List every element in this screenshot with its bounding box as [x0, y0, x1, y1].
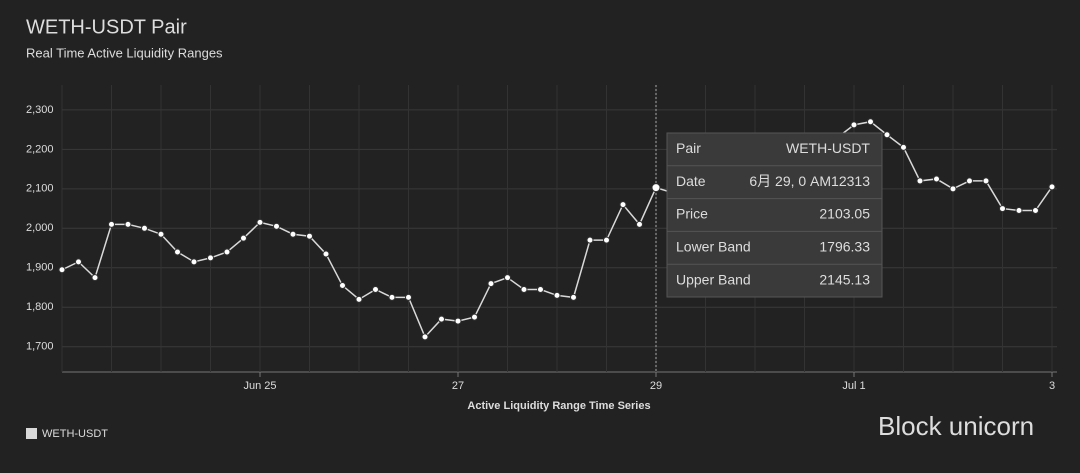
point — [966, 177, 973, 185]
point — [174, 248, 181, 256]
point — [999, 205, 1006, 213]
tooltip-value: WETH-USDT — [786, 140, 870, 156]
point — [405, 293, 412, 301]
point — [339, 282, 346, 290]
tooltip-key: Lower Band — [676, 239, 751, 255]
point — [883, 131, 891, 139]
legend-label: WETH-USDT — [42, 428, 108, 440]
point — [850, 121, 858, 129]
watermark: Block unicorn — [878, 411, 1034, 441]
chart-subtitle: Real Time Active Liquidity Ranges — [26, 45, 223, 60]
y-tick-label: 2,100 — [26, 183, 54, 195]
tooltip-value: 2145.13 — [819, 271, 870, 287]
point — [273, 222, 280, 230]
point — [421, 333, 429, 341]
point — [487, 280, 495, 288]
point — [190, 258, 198, 266]
point — [900, 143, 907, 151]
tooltip-value: 6月 29, 0 AM12313 — [749, 173, 870, 189]
point — [636, 220, 643, 228]
point — [603, 236, 610, 244]
tooltip-key: Price — [676, 206, 708, 222]
point — [108, 220, 115, 228]
point — [504, 274, 511, 282]
point — [306, 232, 313, 240]
chart-title: WETH-USDT Pair — [26, 16, 187, 38]
y-tick-label: 1,900 — [26, 262, 54, 274]
tooltip: Pair WETH-USDT Date 6月 29, 0 AM12313 Price 21… — [666, 132, 883, 298]
point — [553, 291, 561, 299]
x-tick-label: Jul 1 — [842, 380, 865, 392]
y-tick-label: 2,000 — [26, 222, 54, 234]
point — [619, 201, 627, 209]
x-tick-label: 3 — [1049, 380, 1055, 392]
point — [1015, 207, 1023, 215]
point — [537, 285, 544, 293]
point — [124, 220, 132, 228]
point — [867, 118, 874, 126]
y-tick-label: 1,700 — [26, 341, 54, 353]
point — [256, 218, 264, 226]
y-tick-label: 2,300 — [26, 104, 54, 116]
point — [58, 266, 66, 274]
y-tick-label: 2,200 — [26, 143, 54, 155]
point — [289, 230, 297, 238]
point — [933, 175, 940, 183]
point — [586, 236, 594, 244]
point — [1032, 207, 1039, 215]
point — [454, 317, 462, 325]
point — [75, 258, 82, 266]
point — [916, 177, 924, 185]
point — [355, 295, 363, 303]
point — [982, 177, 990, 185]
x-tick-label: 29 — [650, 380, 662, 392]
y-tick-label: 1,800 — [26, 301, 54, 313]
x-tick-label: 27 — [452, 380, 464, 392]
point — [651, 183, 661, 193]
point — [91, 274, 99, 282]
tooltip-key: Pair — [676, 140, 701, 156]
point — [240, 234, 247, 242]
point — [223, 248, 231, 256]
x-axis-title: Active Liquidity Range Time Series — [467, 400, 650, 412]
point — [388, 293, 396, 301]
point — [322, 250, 330, 258]
point — [471, 313, 478, 321]
point — [570, 293, 577, 301]
point — [949, 185, 957, 193]
point — [207, 254, 214, 262]
point — [1048, 183, 1056, 191]
point — [372, 285, 379, 293]
point — [520, 285, 528, 293]
tooltip-key: Upper Band — [676, 271, 751, 287]
tooltip-box — [666, 132, 883, 298]
tooltip-key: Date — [676, 173, 706, 189]
x-tick-label: Jun 25 — [243, 380, 276, 392]
point — [438, 315, 445, 323]
legend-swatch — [26, 428, 37, 439]
tooltip-value: 1796.33 — [819, 239, 870, 255]
tooltip-value: 2103.05 — [819, 206, 870, 222]
point — [141, 224, 148, 232]
point — [157, 230, 165, 238]
